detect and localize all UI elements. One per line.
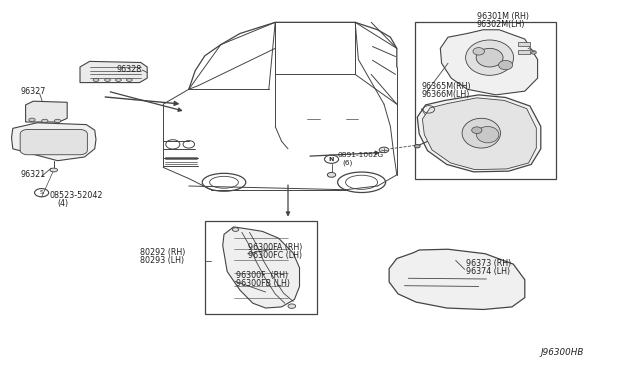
Ellipse shape [42, 119, 48, 122]
Polygon shape [389, 249, 525, 310]
Ellipse shape [29, 118, 35, 121]
Ellipse shape [115, 78, 122, 81]
Bar [518, 50, 530, 54]
Ellipse shape [54, 119, 61, 122]
Polygon shape [223, 227, 300, 308]
Polygon shape [422, 98, 536, 170]
Text: 96366M(LH): 96366M(LH) [421, 90, 470, 99]
Text: 96374 (LH): 96374 (LH) [466, 267, 510, 276]
Ellipse shape [531, 51, 536, 54]
Ellipse shape [327, 172, 336, 177]
Bar [518, 42, 530, 46]
Text: 80293 (LH): 80293 (LH) [140, 256, 184, 265]
Text: 96365M(RH): 96365M(RH) [421, 82, 471, 91]
Ellipse shape [466, 40, 514, 75]
Text: 96300F  (RH): 96300F (RH) [236, 271, 287, 280]
Text: 96327: 96327 [20, 87, 46, 96]
Text: 96300FC (LH): 96300FC (LH) [248, 251, 303, 260]
Polygon shape [440, 30, 538, 95]
Text: 0891-1062G: 0891-1062G [338, 152, 384, 158]
Text: 96300FA (RH): 96300FA (RH) [248, 243, 303, 252]
Text: 96373 (RH): 96373 (RH) [466, 259, 511, 268]
Text: (4): (4) [58, 199, 68, 208]
Text: N: N [329, 157, 334, 162]
Polygon shape [12, 123, 96, 161]
Text: 96300FB (LH): 96300FB (LH) [236, 279, 289, 288]
Text: S: S [40, 190, 44, 195]
Ellipse shape [288, 304, 296, 308]
Ellipse shape [472, 127, 482, 134]
Ellipse shape [476, 48, 503, 67]
Ellipse shape [499, 61, 513, 70]
Text: J96300HB: J96300HB [541, 348, 584, 357]
Ellipse shape [232, 228, 239, 231]
Polygon shape [26, 101, 67, 122]
Text: 80292 (RH): 80292 (RH) [140, 248, 185, 257]
Ellipse shape [462, 118, 500, 148]
Ellipse shape [50, 168, 58, 172]
Text: (6): (6) [342, 159, 353, 166]
Bar [205, 221, 317, 314]
Ellipse shape [476, 126, 499, 143]
Text: 96321: 96321 [20, 170, 45, 179]
Polygon shape [417, 95, 541, 172]
Ellipse shape [105, 78, 111, 81]
Text: 96328: 96328 [116, 65, 141, 74]
Ellipse shape [415, 144, 420, 148]
Bar [415, 22, 556, 179]
Polygon shape [20, 129, 88, 155]
Ellipse shape [473, 48, 484, 55]
Text: 96302M(LH): 96302M(LH) [477, 20, 525, 29]
Ellipse shape [379, 147, 389, 153]
Polygon shape [80, 61, 147, 83]
Ellipse shape [127, 78, 132, 81]
Text: 08523-52042: 08523-52042 [50, 191, 104, 200]
Ellipse shape [93, 78, 99, 81]
Text: 96301M (RH): 96301M (RH) [477, 12, 529, 21]
